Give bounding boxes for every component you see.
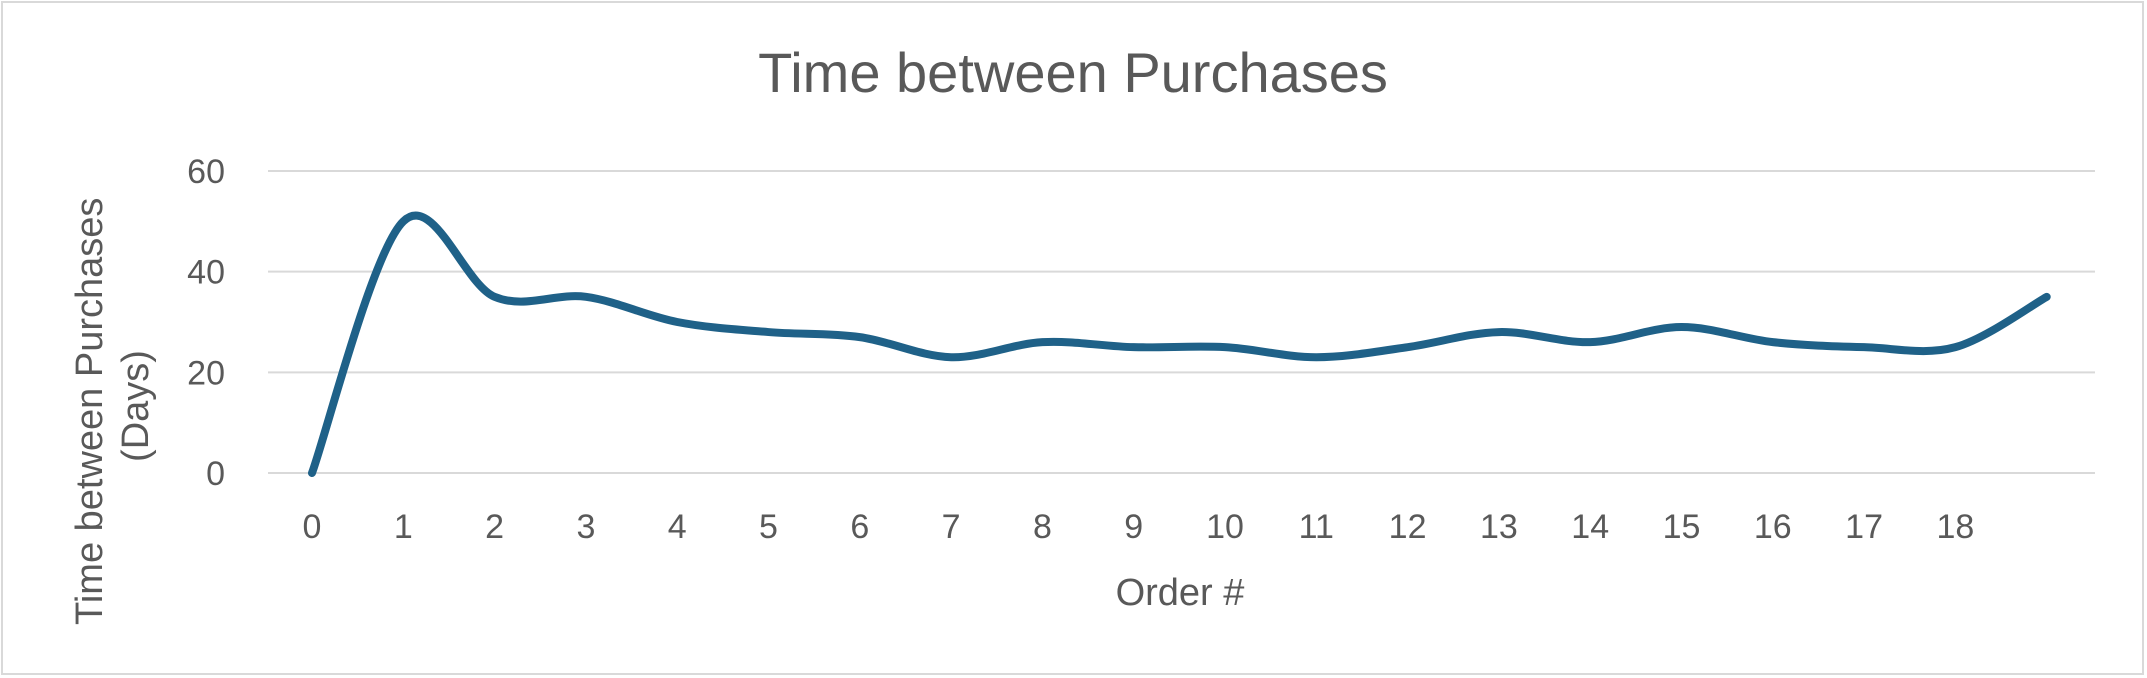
x-tick-label: 1 [394,508,413,546]
x-tick-label: 0 [303,508,322,546]
chart-title: Time between Purchases [758,41,1388,104]
x-axis-ticks: 0 1 2 3 4 5 6 7 8 9 10 11 12 13 14 15 16 17 18 [303,508,1975,546]
series-line [308,211,2051,477]
x-tick-label: 5 [759,508,778,546]
x-tick-label: 2 [485,508,504,546]
x-tick-label: 10 [1206,508,1244,546]
x-tick-label: 4 [668,508,687,546]
y-tick-label: 20 [187,354,225,392]
y-tick-label: 60 [187,153,225,191]
x-tick-label: 8 [1033,508,1052,546]
x-tick-label: 13 [1480,508,1518,546]
y-axis-title: Time between Purchases (Days) [69,187,157,625]
x-tick-label: 3 [576,508,595,546]
x-tick-label: 14 [1571,508,1609,546]
x-tick-label: 11 [1299,508,1334,546]
gridlines [268,170,2095,474]
x-tick-label: 9 [1124,508,1143,546]
y-axis-title-line-1: Time between Purchases [69,198,111,625]
x-tick-label: 18 [1936,508,1974,546]
y-axis-title-line-2: (Days) [115,350,157,462]
x-tick-label: 6 [850,508,869,546]
x-tick-label: 16 [1754,508,1792,546]
y-tick-label: 40 [187,254,225,292]
x-tick-label: 7 [942,508,961,546]
x-tick-label: 17 [1845,508,1883,546]
x-axis-title: Order # [1116,572,1245,614]
y-axis-ticks: 0 20 40 60 [187,153,225,493]
x-tick-label: 15 [1663,508,1701,546]
x-tick-label: 12 [1389,508,1427,546]
y-tick-label: 0 [206,455,225,493]
